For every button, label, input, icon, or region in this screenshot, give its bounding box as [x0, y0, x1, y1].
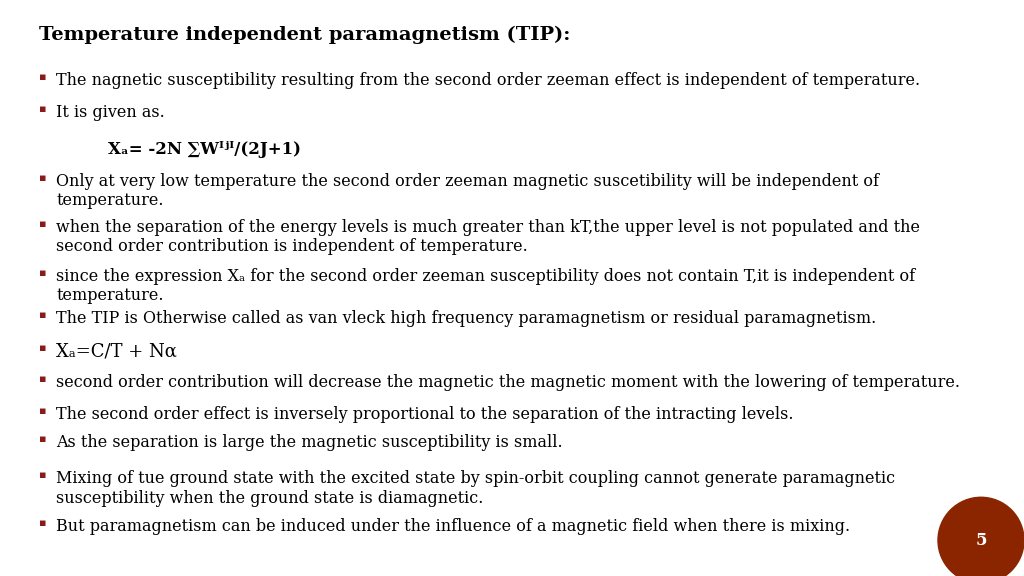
Text: since the expression Xₐ for the second order zeeman susceptibility does not cont: since the expression Xₐ for the second o…	[56, 268, 915, 305]
Text: second order contribution will decrease the magnetic the magnetic moment with th: second order contribution will decrease …	[56, 374, 961, 392]
Text: ▪: ▪	[39, 173, 46, 183]
Text: ▪: ▪	[39, 104, 46, 113]
Text: Temperature independent paramagnetism (TIP):: Temperature independent paramagnetism (T…	[39, 26, 570, 44]
Text: But paramagnetism can be induced under the influence of a magnetic field when th: But paramagnetism can be induced under t…	[56, 518, 851, 536]
Text: As the separation is large the magnetic susceptibility is small.: As the separation is large the magnetic …	[56, 434, 563, 452]
Text: Only at very low temperature the second order zeeman magnetic suscetibility will: Only at very low temperature the second …	[56, 173, 880, 210]
Text: ▪: ▪	[39, 470, 46, 480]
Text: ▪: ▪	[39, 72, 46, 82]
Text: ▪: ▪	[39, 343, 46, 353]
Text: The TIP is Otherwise called as van vleck high frequency paramagnetism or residua: The TIP is Otherwise called as van vleck…	[56, 310, 877, 327]
Text: The nagnetic susceptibility resulting from the second order zeeman effect is ind: The nagnetic susceptibility resulting fr…	[56, 72, 921, 89]
Text: Mixing of tue ground state with the excited state by spin-orbit coupling cannot : Mixing of tue ground state with the exci…	[56, 470, 895, 507]
Text: ▪: ▪	[39, 406, 46, 415]
Text: It is given as.: It is given as.	[56, 104, 165, 121]
Ellipse shape	[932, 491, 1024, 576]
Text: ▪: ▪	[39, 268, 46, 278]
Ellipse shape	[938, 497, 1024, 576]
Text: Xₐ= -2N ∑Wᴵʲᴵ/(2J+1): Xₐ= -2N ∑Wᴵʲᴵ/(2J+1)	[108, 141, 300, 158]
Text: when the separation of the energy levels is much greater than kT,the upper level: when the separation of the energy levels…	[56, 219, 921, 256]
Text: Xₐ=C/T + Nα: Xₐ=C/T + Nα	[56, 343, 177, 361]
Text: ▪: ▪	[39, 374, 46, 384]
Text: 5: 5	[975, 532, 987, 549]
Text: The second order effect is inversely proportional to the separation of the intra: The second order effect is inversely pro…	[56, 406, 794, 423]
Text: ▪: ▪	[39, 310, 46, 320]
Text: ▪: ▪	[39, 219, 46, 229]
Text: ▪: ▪	[39, 518, 46, 528]
Text: ▪: ▪	[39, 434, 46, 444]
